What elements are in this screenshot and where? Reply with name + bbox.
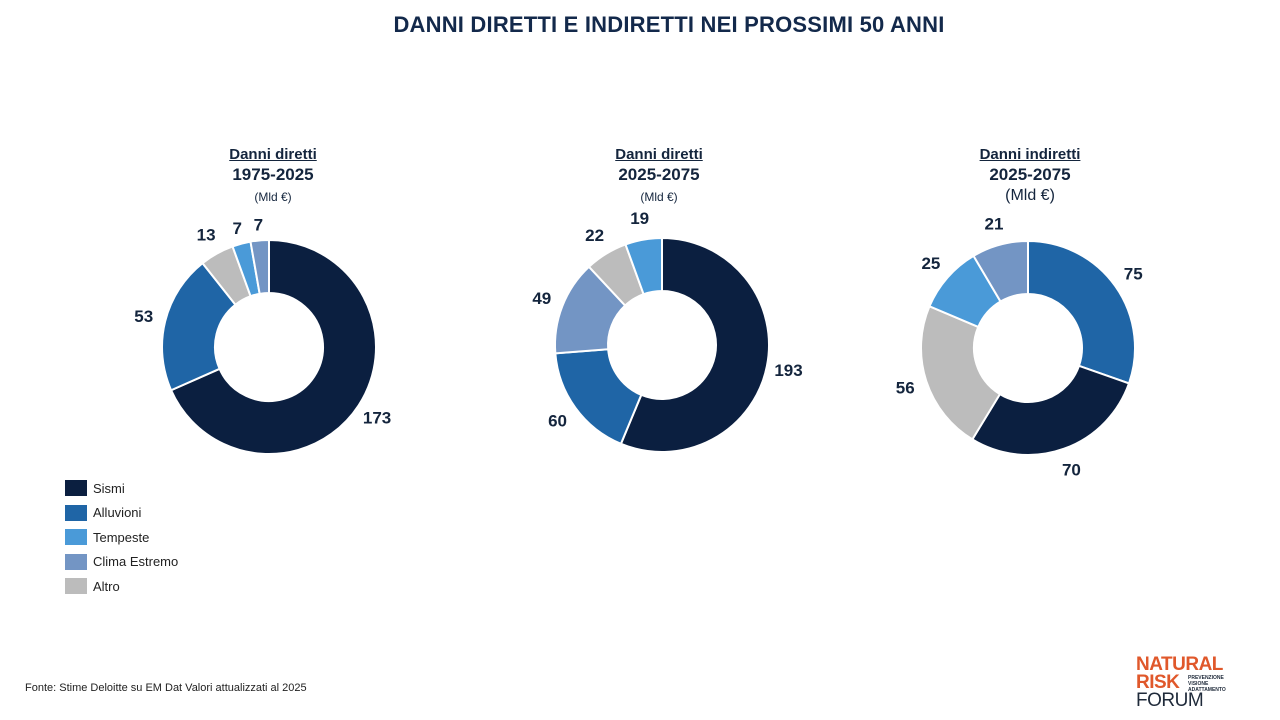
donut-3-slice-clima-estremo bbox=[972, 239, 1029, 303]
donut-2-slice-tempeste bbox=[624, 236, 663, 296]
chart-unit: (Mld €) bbox=[254, 190, 292, 204]
legend-swatch bbox=[65, 578, 87, 595]
legend-swatch bbox=[65, 504, 87, 521]
legend-label: Sismi bbox=[93, 480, 125, 496]
donut-3-label-sismi: 70 bbox=[1062, 460, 1081, 479]
donut-2-label-alluvioni: 60 bbox=[548, 412, 567, 431]
chart-period: 1975-2025 bbox=[232, 165, 314, 184]
donut-1-label-sismi: 173 bbox=[363, 408, 391, 427]
donut-1-label-altro: 13 bbox=[197, 225, 216, 244]
chart-period: 2025-2075 bbox=[989, 165, 1071, 184]
legend-label: Tempeste bbox=[93, 529, 150, 545]
legend-item-sismi: Sismi bbox=[65, 476, 178, 501]
legend-item-clima-estremo: Clima Estremo bbox=[65, 550, 178, 575]
legend: Sismi Alluvioni Tempeste Clima Estremo A… bbox=[65, 476, 178, 599]
donut-3-label-clima-estremo: 21 bbox=[984, 215, 1003, 234]
chart-period: 2025-2075 bbox=[618, 165, 700, 184]
legend-item-tempeste: Tempeste bbox=[65, 525, 178, 550]
donut-3-label-altro: 56 bbox=[896, 379, 915, 398]
source-note: Fonte: Stime Deloitte su EM Dat Valori a… bbox=[25, 682, 307, 694]
logo-tag-2: VISIONE bbox=[1188, 681, 1209, 687]
donut-1-slice-sismi bbox=[169, 238, 377, 455]
legend-swatch bbox=[65, 480, 87, 497]
donut-2-label-tempeste: 19 bbox=[630, 209, 649, 228]
chart-subtitle: Danni indiretti bbox=[979, 146, 1081, 163]
logo-line-1: NATURAL bbox=[1136, 654, 1223, 675]
logo-tag-1: PREVENZIONE bbox=[1188, 675, 1224, 681]
donut-1-label-clima-estremo: 7 bbox=[254, 215, 263, 234]
legend-swatch bbox=[65, 553, 87, 570]
donut-1-label-alluvioni: 53 bbox=[134, 307, 153, 326]
legend-item-alluvioni: Alluvioni bbox=[65, 501, 178, 526]
logo-tag-3: ADATTAMENTO bbox=[1188, 687, 1226, 693]
donut-2-label-clima-estremo: 49 bbox=[532, 289, 551, 308]
donut-3-slice-alluvioni bbox=[1027, 239, 1136, 385]
logo-line-2: RISK bbox=[1136, 672, 1180, 693]
legend-label: Clima Estremo bbox=[93, 554, 179, 570]
chart-subtitle: Danni diretti bbox=[229, 146, 317, 163]
donut-3-slice-sismi bbox=[970, 364, 1131, 456]
legend-label: Altro bbox=[93, 578, 120, 594]
legend-swatch bbox=[65, 529, 87, 546]
logo-line-3: FORUM bbox=[1136, 690, 1204, 711]
donut-1-label-tempeste: 7 bbox=[233, 219, 242, 238]
legend-item-altro: Altro bbox=[65, 574, 178, 599]
page-title: DANNI DIRETTI E INDIRETTI NEI PROSSIMI 5… bbox=[393, 12, 945, 37]
natural-risk-forum-logo: NATURAL RISK FORUM PREVENZIONE VISIONE A… bbox=[1136, 655, 1246, 711]
chart-unit: (Mld €) bbox=[640, 190, 678, 204]
chart-subtitle: Danni diretti bbox=[615, 146, 703, 163]
donut-1-slice-alluvioni bbox=[161, 261, 237, 392]
chart-header-3: Danni indiretti 2025-2075 (Mld €) bbox=[910, 146, 1150, 205]
chart-header-1: Danni diretti 1975-2025 (Mld €) bbox=[153, 146, 393, 204]
donut-2-label-sismi: 193 bbox=[774, 361, 802, 380]
chart-unit: (Mld €) bbox=[1005, 187, 1055, 204]
legend-label: Alluvioni bbox=[93, 505, 142, 521]
chart-header-2: Danni diretti 2025-2075 (Mld €) bbox=[539, 146, 779, 204]
donut-3-slice-altro bbox=[920, 304, 1002, 441]
donut-2-slice-sismi bbox=[619, 236, 770, 453]
donut-2-label-altro: 22 bbox=[585, 226, 604, 245]
donut-3-label-alluvioni: 75 bbox=[1124, 264, 1143, 283]
donut-1-slice-clima-estremo bbox=[249, 238, 270, 295]
donut-3-label-tempeste: 25 bbox=[921, 254, 940, 273]
